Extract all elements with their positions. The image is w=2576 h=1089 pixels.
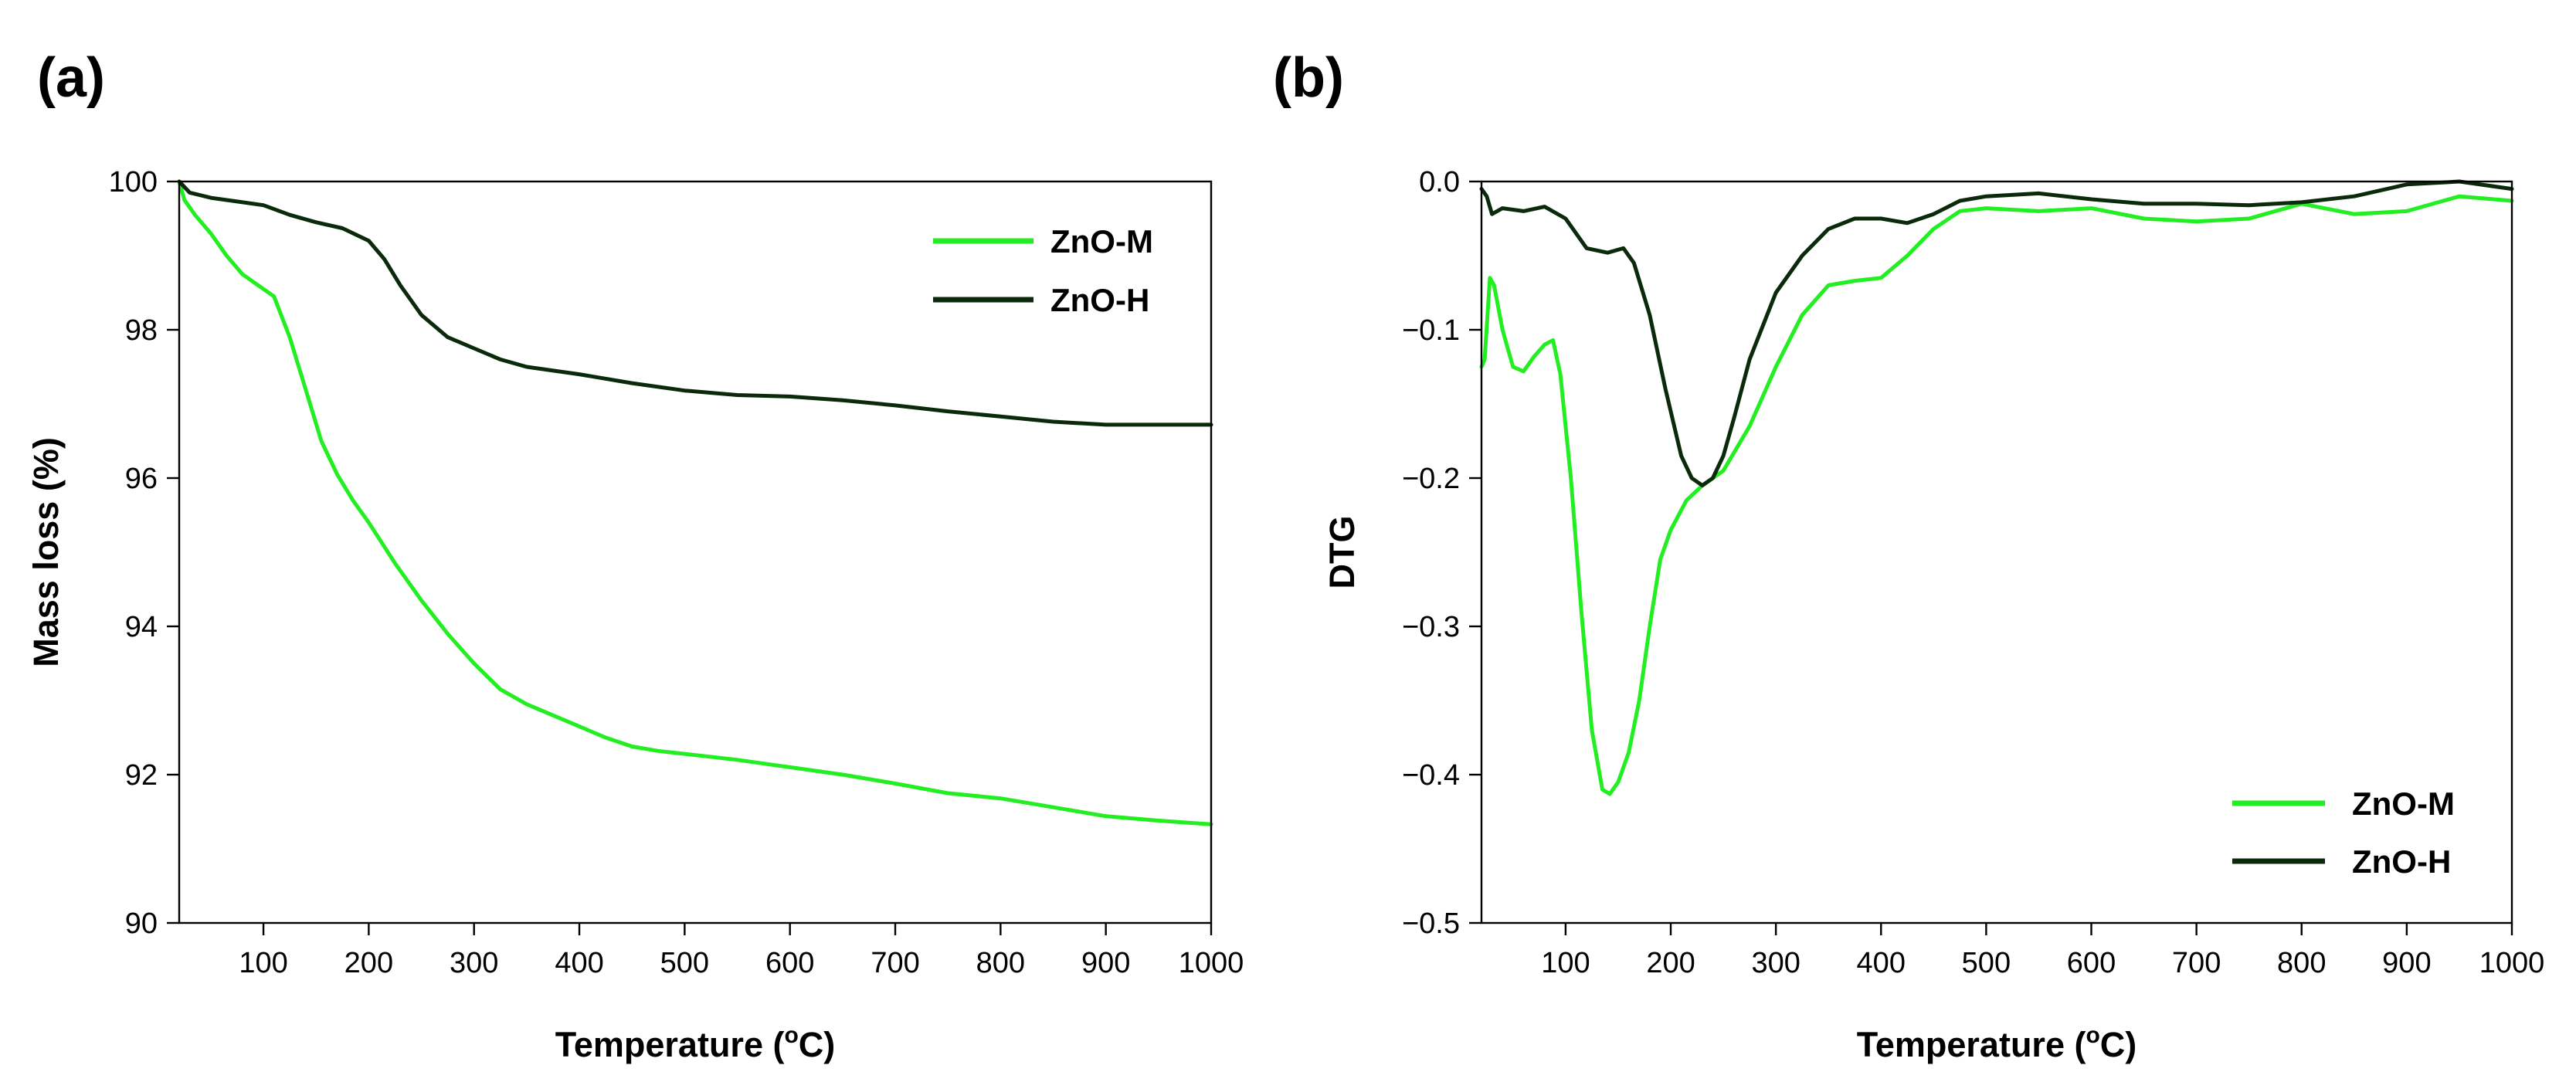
panel-b-y-tick-label: −0.4: [1402, 759, 1460, 792]
panel-b-x-tick-label: 600: [2067, 947, 2116, 979]
panel-b-x-tick-label: 300: [1751, 947, 1800, 979]
panel-a-y-axis-title: Mass loss (%): [26, 437, 66, 667]
panel-b-y-axis-title: DTG: [1322, 516, 1362, 589]
panel-b-y-tick-label: −0.2: [1402, 463, 1460, 495]
panel-a-ticks: 100 200 300 400 500 600 700 800 900 1000 90 92 94 96 9…: [109, 166, 1244, 979]
zno-m-mass-loss-line: [177, 179, 1213, 826]
panel-a-x-axis-title: Temperature (oC): [555, 1023, 836, 1064]
panel-a-x-tick-label: 300: [450, 947, 498, 979]
panel-b-x-tick-label: 100: [1541, 947, 1590, 979]
panel-b-plot-frame: [1480, 180, 2513, 924]
panel-a-x-tick-label: 200: [344, 947, 393, 979]
panel-a-x-tick-label: 100: [239, 947, 287, 979]
panel-a-y-tick-label: 92: [125, 759, 158, 792]
panel-b-x-tick-label: 700: [2172, 947, 2221, 979]
panel-b-x-tick-label: 500: [1962, 947, 2011, 979]
legend-a-zno-h-label: ZnO-H: [1050, 282, 1149, 318]
zno-h-mass-loss-line: [177, 179, 1213, 427]
panel-a-label: (a): [37, 47, 105, 109]
panel-a-x-tick-label: 900: [1081, 947, 1130, 979]
panel-a-y-tick-label: 100: [109, 166, 158, 198]
panel-b-x-tick-label: 900: [2382, 947, 2431, 979]
panel-b-label: (b): [1273, 47, 1344, 109]
panel-b-x-tick-label: 200: [1646, 947, 1695, 979]
panel-b-y-tick-label: 0.0: [1419, 166, 1460, 198]
panel-a-x-tick-label: 700: [871, 947, 919, 979]
panel-b: (b) 100 200 300 400 500 600 700 800 900 1000 −0.5 −…: [1273, 47, 2544, 1064]
zno-m-dtg-line: [1479, 194, 2514, 796]
legend-a-zno-m-label: ZnO-M: [1050, 223, 1153, 260]
panel-a-legend: ZnO-M ZnO-H: [933, 223, 1153, 318]
panel-a-x-tick-label: 500: [660, 947, 709, 979]
legend-b-zno-m-label: ZnO-M: [2352, 785, 2455, 822]
panel-b-y-tick-label: −0.3: [1402, 611, 1460, 643]
panel-a: (a) 100 200 300 400 500 600 700 800 900 1000 90 92 9…: [26, 47, 1244, 1064]
panel-a-y-tick-label: 94: [125, 611, 158, 643]
legend-b-zno-h-label: ZnO-H: [2352, 843, 2451, 880]
panel-a-x-tick-label: 800: [976, 947, 1025, 979]
panel-a-plot-frame: [178, 180, 1213, 924]
panel-b-x-tick-label: 1000: [2479, 947, 2545, 979]
panel-b-ticks: 100 200 300 400 500 600 700 800 900 1000 −0.5 −0.4 −…: [1402, 166, 2544, 979]
panel-a-y-tick-label: 96: [125, 463, 158, 495]
panel-a-y-tick-label: 98: [125, 314, 158, 347]
panel-b-x-axis-title: Temperature (oC): [1857, 1023, 2137, 1064]
panel-a-y-tick-label: 90: [125, 907, 158, 940]
zno-h-dtg-line: [1479, 179, 2514, 488]
panel-b-x-tick-label: 400: [1857, 947, 1906, 979]
panel-a-x-tick-label: 600: [765, 947, 814, 979]
panel-b-x-tick-label: 800: [2277, 947, 2326, 979]
panel-b-y-tick-label: −0.1: [1402, 314, 1460, 347]
panel-b-y-tick-label: −0.5: [1402, 907, 1460, 940]
panel-b-legend: ZnO-M ZnO-H: [2232, 785, 2455, 880]
panel-a-x-tick-label: 400: [555, 947, 603, 979]
panel-a-x-tick-label: 1000: [1179, 947, 1244, 979]
